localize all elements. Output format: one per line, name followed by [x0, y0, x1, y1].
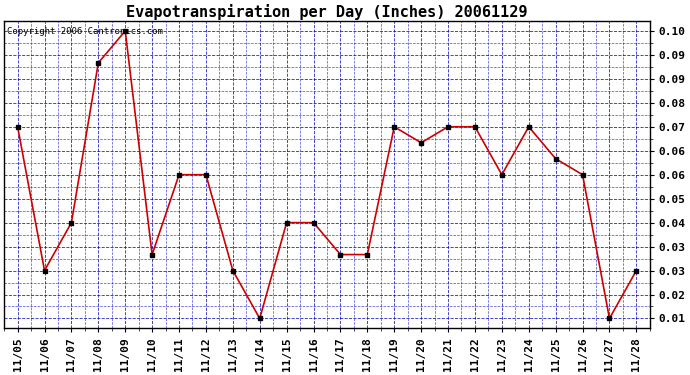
Title: Evapotranspiration per Day (Inches) 20061129: Evapotranspiration per Day (Inches) 2006… — [126, 4, 528, 20]
Text: Copyright 2006 Cantronics.com: Copyright 2006 Cantronics.com — [8, 27, 164, 36]
